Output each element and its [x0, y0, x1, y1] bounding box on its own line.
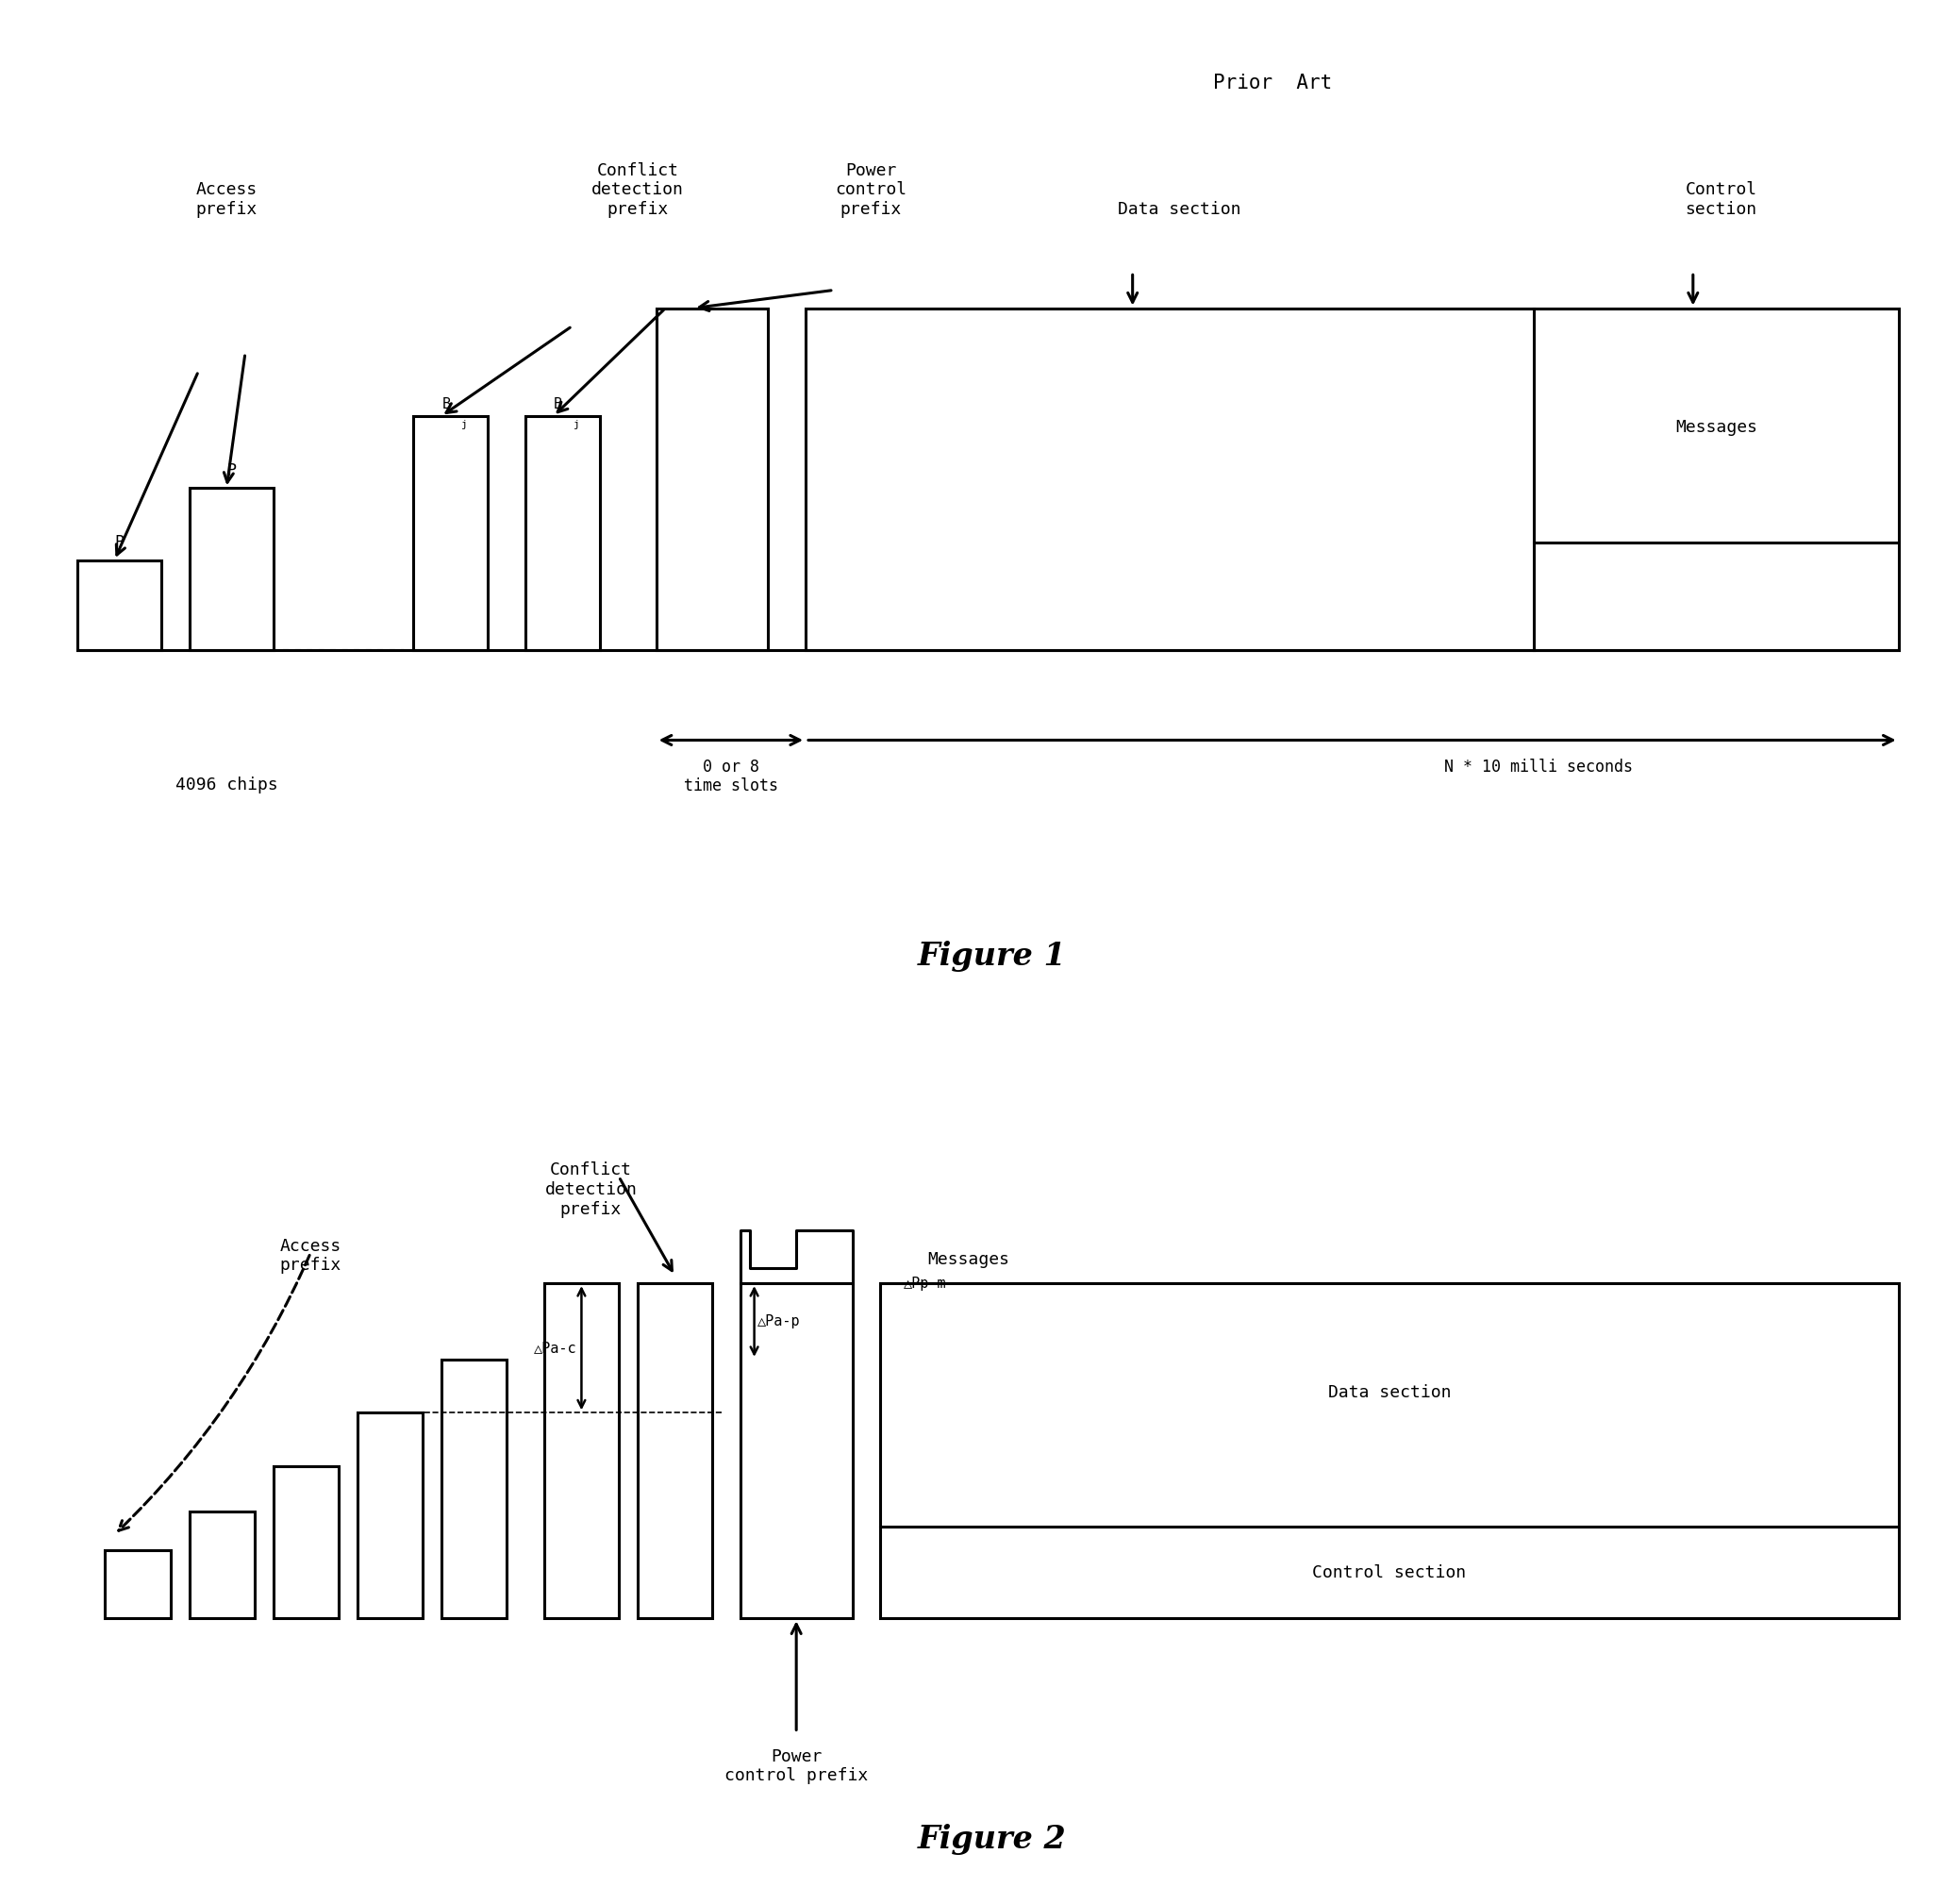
- Bar: [442, 1359, 506, 1618]
- Bar: [189, 487, 272, 649]
- Text: Data section: Data section: [1327, 1384, 1452, 1401]
- Text: Power
control prefix: Power control prefix: [724, 1748, 868, 1784]
- Text: Conflict
detection
prefix: Conflict detection prefix: [592, 162, 683, 219]
- Text: j: j: [574, 421, 580, 430]
- Bar: [189, 1512, 255, 1618]
- Text: Messages: Messages: [1676, 419, 1757, 436]
- Text: P: P: [115, 535, 125, 550]
- Text: 4096 chips: 4096 chips: [175, 777, 278, 794]
- Text: N * 10 milli seconds: N * 10 milli seconds: [1444, 758, 1633, 775]
- Text: 0 or 8
time slots: 0 or 8 time slots: [683, 758, 778, 794]
- Bar: [880, 1283, 1899, 1618]
- Bar: [78, 560, 162, 649]
- Text: Control section: Control section: [1312, 1565, 1467, 1580]
- Text: Conflict
detection
prefix: Conflict detection prefix: [545, 1161, 636, 1219]
- Bar: [105, 1550, 171, 1618]
- Bar: [272, 1466, 339, 1618]
- Text: Access
prefix: Access prefix: [197, 181, 257, 219]
- Text: Data section: Data section: [1117, 202, 1242, 219]
- Text: △Pa-p: △Pa-p: [757, 1314, 800, 1329]
- Bar: [413, 417, 488, 649]
- Bar: [638, 1283, 712, 1618]
- Text: B: B: [442, 398, 450, 411]
- Text: Figure 1: Figure 1: [919, 941, 1066, 971]
- Text: j: j: [461, 421, 467, 430]
- Text: Access
prefix: Access prefix: [280, 1238, 341, 1274]
- Bar: [806, 308, 1899, 649]
- Bar: [545, 1283, 619, 1618]
- Bar: [656, 308, 769, 649]
- Text: Control
section: Control section: [1685, 181, 1757, 219]
- Text: Power
control
prefix: Power control prefix: [835, 162, 907, 219]
- Text: Prior  Art: Prior Art: [1212, 74, 1333, 93]
- Bar: [358, 1413, 422, 1618]
- Text: B: B: [555, 398, 562, 411]
- Text: Messages: Messages: [926, 1251, 1010, 1268]
- Text: △Pa-c: △Pa-c: [533, 1340, 576, 1356]
- Bar: [739, 1283, 852, 1618]
- Text: P: P: [226, 463, 235, 480]
- Text: △Pp-m: △Pp-m: [903, 1276, 948, 1291]
- Bar: [525, 417, 599, 649]
- Text: Figure 2: Figure 2: [919, 1824, 1066, 1854]
